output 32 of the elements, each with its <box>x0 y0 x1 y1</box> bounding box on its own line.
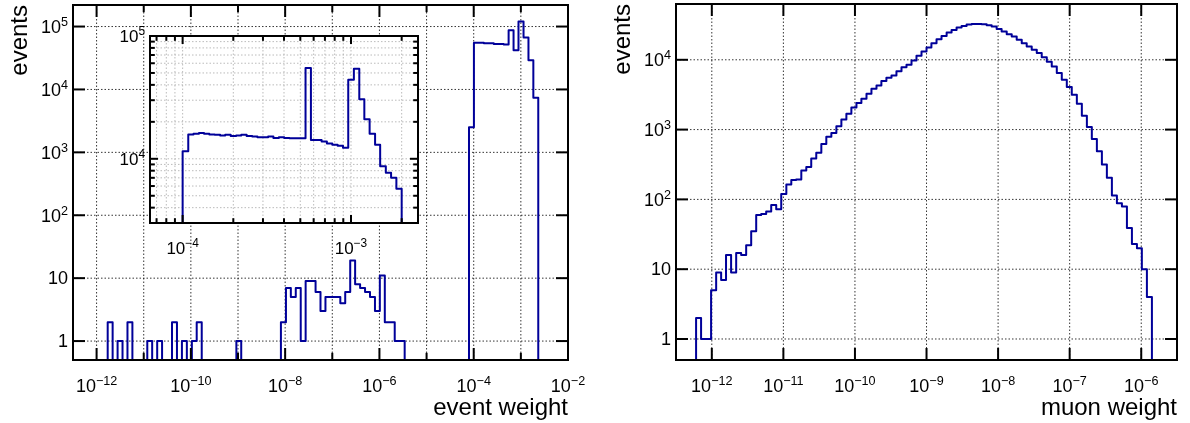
y-tick-label: 10$^{5}$ <box>119 23 146 46</box>
x-tick-label: 10$^{−10}$ <box>834 374 876 396</box>
y-axis-title: events <box>5 5 32 76</box>
y-tick-label: 10$^{4}$ <box>643 48 671 71</box>
y-tick-label: 10 <box>650 259 671 280</box>
x-tick-label: 10$^{−4}$ <box>456 374 491 396</box>
y-tick-label: 10$^{4}$ <box>40 77 68 100</box>
x-tick-label: 10$^{−10}$ <box>170 374 212 396</box>
x-tick-label: 10$^{−4}$ <box>166 236 200 258</box>
y-tick-label: 1 <box>660 329 671 350</box>
x-tick-label: 10$^{−12}$ <box>691 374 733 396</box>
y-tick-label: 10 <box>47 268 68 289</box>
y-tick-label: 10$^{3}$ <box>40 140 68 163</box>
x-tick-label: 10$^{−7}$ <box>1052 374 1087 396</box>
x-axis-title: muon weight <box>1040 393 1178 420</box>
y-tick-label: 10$^{2}$ <box>40 203 68 226</box>
x-tick-label: 10$^{−6}$ <box>362 374 397 396</box>
x-tick-label: 10$^{−12}$ <box>75 374 118 396</box>
x-axis-title: event weight <box>433 393 569 420</box>
y-axis-title: events <box>608 4 635 75</box>
x-tick-label: 10$^{−9}$ <box>909 374 944 396</box>
x-tick-label: 10$^{−3}$ <box>334 236 368 258</box>
x-tick-label: 10$^{−8}$ <box>267 374 303 396</box>
y-tick-label: 1 <box>57 331 68 352</box>
y-tick-label: 10$^{4}$ <box>119 146 146 169</box>
y-tick-label: 10$^{3}$ <box>643 117 671 140</box>
x-tick-label: 10$^{−8}$ <box>980 374 1016 396</box>
y-tick-label: 10$^{5}$ <box>40 14 68 37</box>
x-tick-label: 10$^{−11}$ <box>763 374 804 396</box>
y-tick-label: 10$^{2}$ <box>643 187 671 210</box>
x-tick-label: 10$^{−2}$ <box>550 374 586 396</box>
x-tick-label: 10$^{−6}$ <box>1124 374 1159 396</box>
